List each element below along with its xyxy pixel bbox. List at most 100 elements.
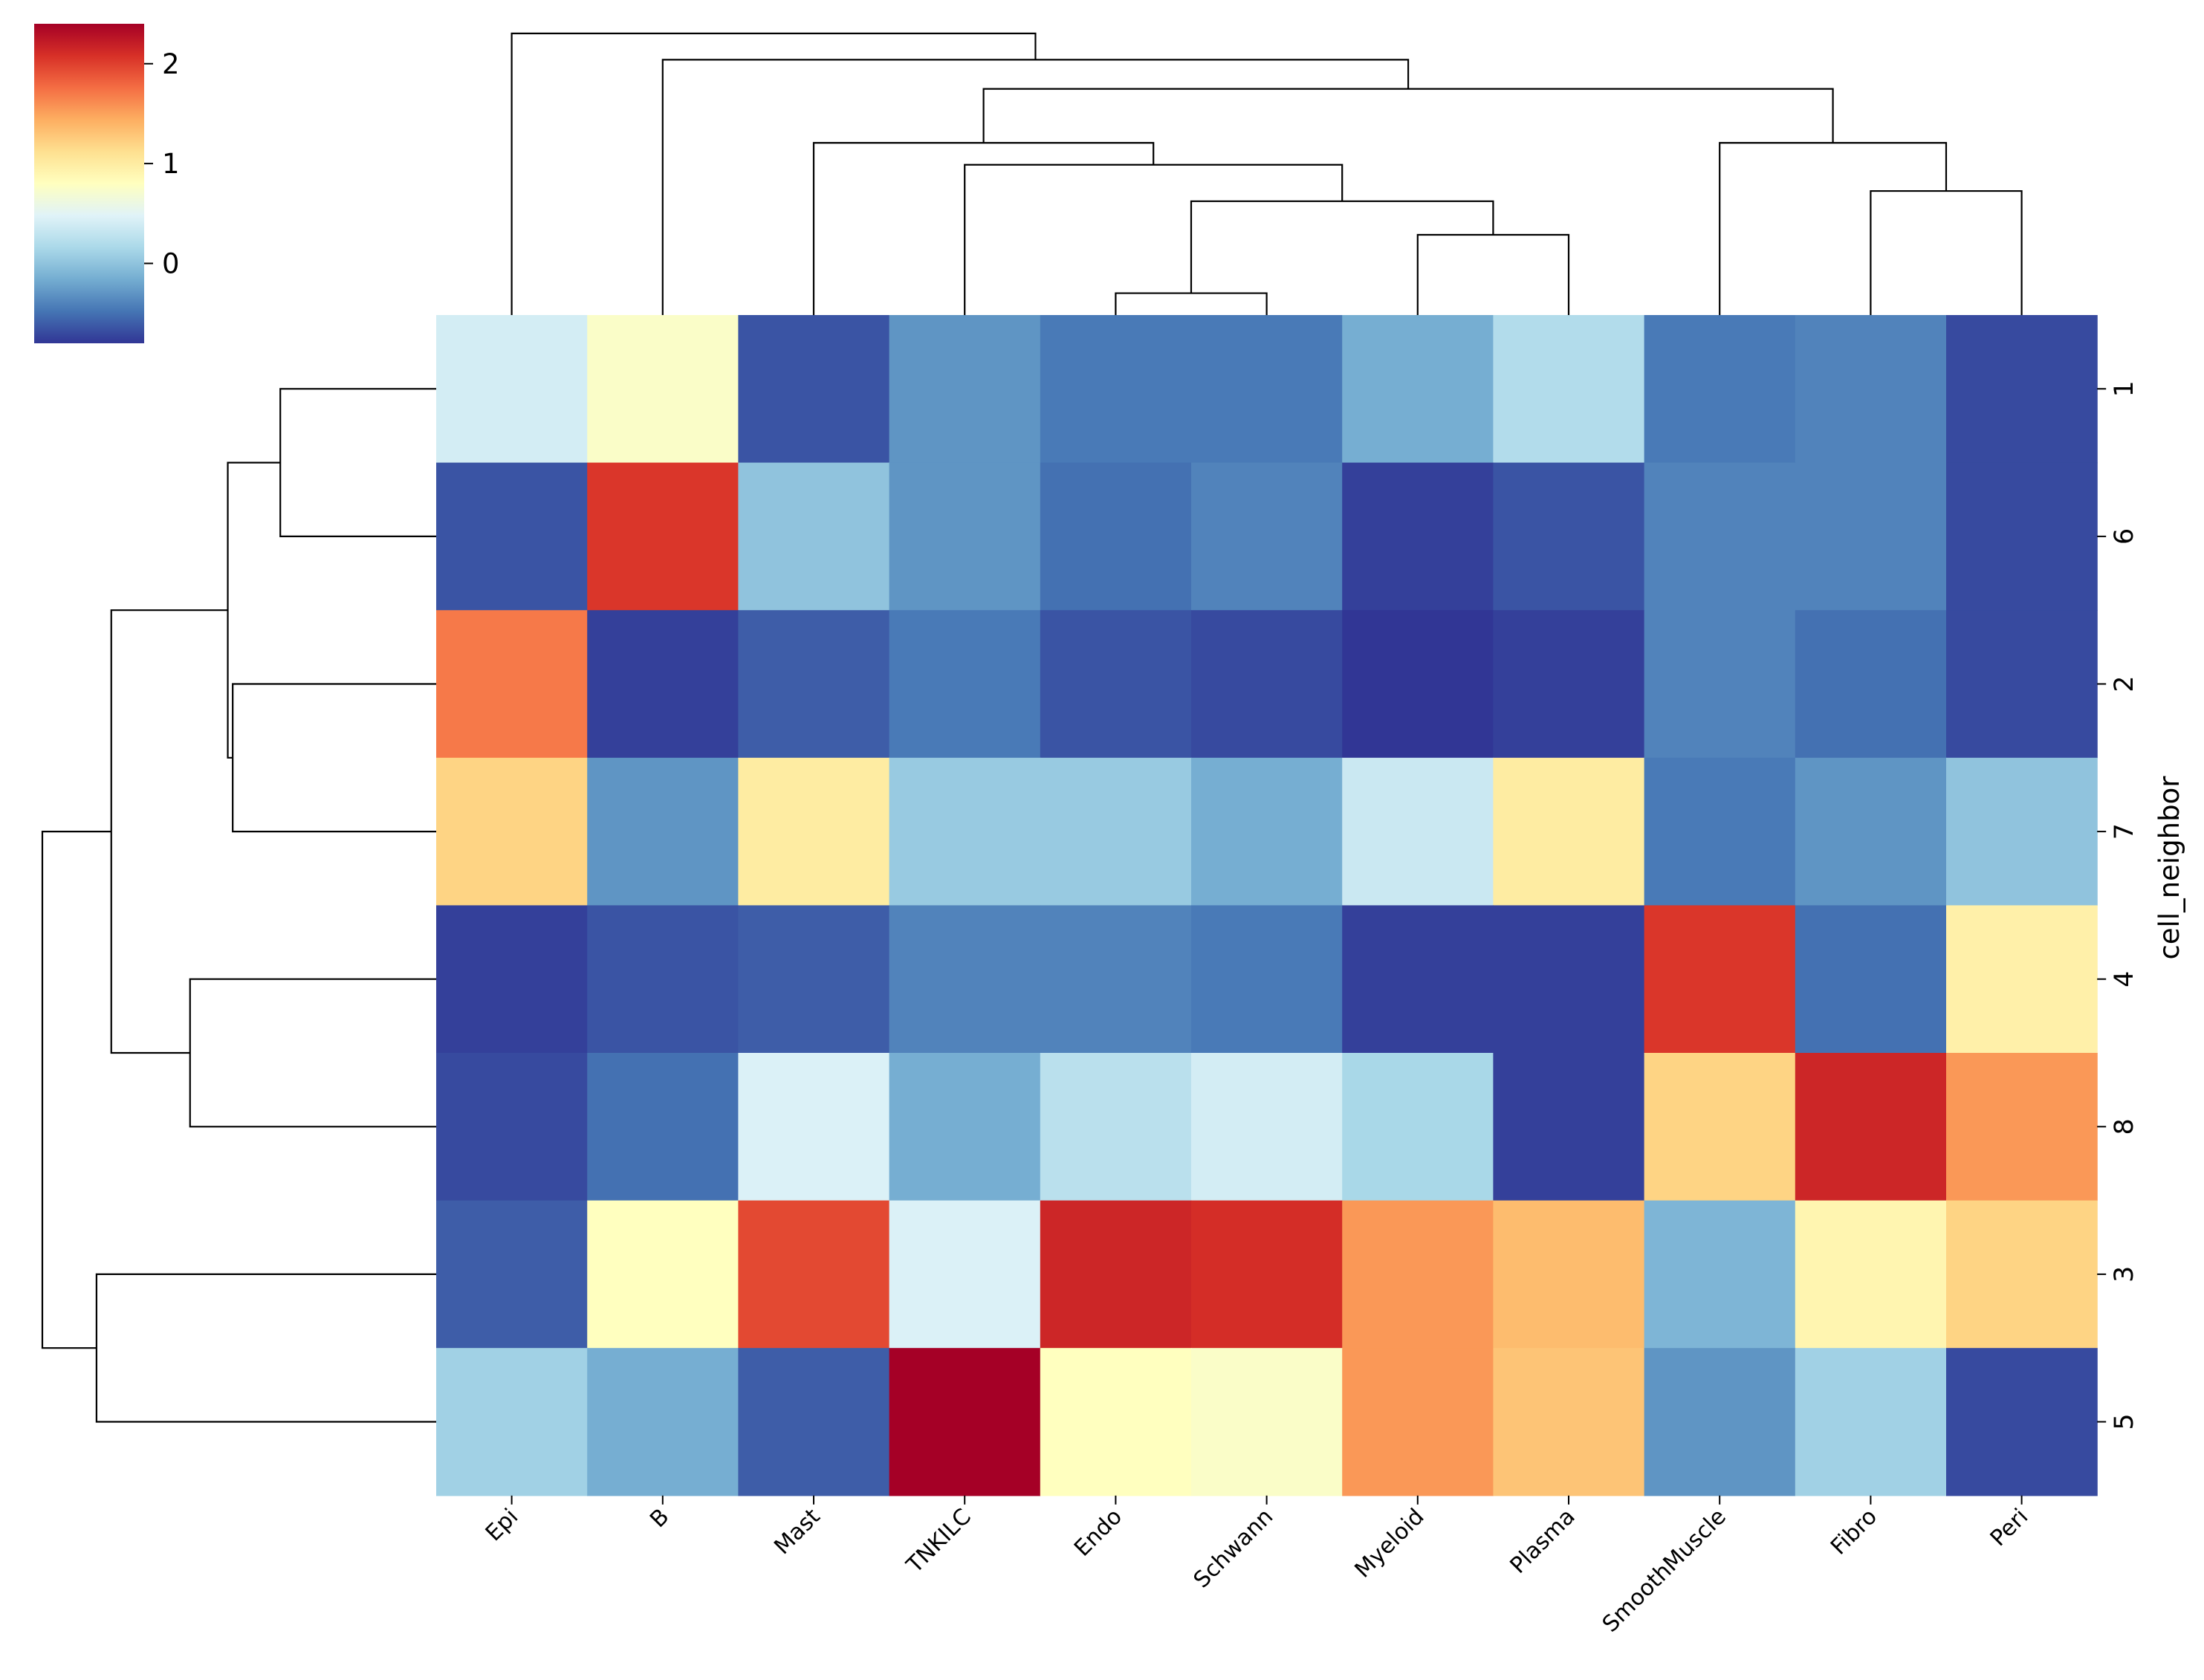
heatmap-cell — [1342, 1053, 1494, 1201]
heatmap-cell — [587, 905, 739, 1054]
row-dendrogram-link — [232, 683, 436, 833]
colorbar-ticks: 0 1 2 — [144, 48, 180, 280]
heatmap-cell — [889, 462, 1041, 611]
heatmap-cell — [738, 757, 890, 906]
heatmap-cell — [1493, 462, 1645, 611]
heatmap-cell — [1493, 610, 1645, 759]
heatmap-cell — [1946, 1348, 2098, 1496]
heatmap-cell — [1191, 1053, 1343, 1201]
heatmap-cell — [738, 1053, 890, 1201]
heatmap-cell — [1946, 462, 2098, 611]
column-dendrogram-link — [982, 88, 1834, 143]
colorbar-tick-label: 1 — [162, 148, 180, 180]
x-tick-label: Endo — [1069, 1504, 1127, 1562]
column-dendrogram-link — [511, 32, 1037, 315]
x-tick-label: Plasma — [1505, 1504, 1581, 1579]
heatmap-cell — [1040, 315, 1192, 464]
column-dendrogram-link — [1416, 233, 1570, 315]
y-tick-label: 6 — [2110, 528, 2139, 545]
y-tick-label: 8 — [2110, 1118, 2139, 1135]
heatmap-cell — [1946, 1200, 2098, 1349]
heatmap-cell — [1040, 757, 1192, 906]
column-dendrogram-link — [661, 59, 1410, 315]
heatmap-cell — [436, 1348, 588, 1496]
heatmap-cell — [1191, 1348, 1343, 1496]
heatmap-cell — [1493, 315, 1645, 464]
y-tick-label: 3 — [2110, 1266, 2139, 1282]
heatmap-cell — [436, 1053, 588, 1201]
heatmap-cell — [889, 905, 1041, 1054]
heatmap-cells — [436, 315, 2098, 1496]
heatmap-cell — [1946, 905, 2098, 1054]
x-tick-label: Peri — [1986, 1504, 2033, 1551]
y-tick-label: 2 — [2110, 675, 2139, 692]
heatmap-cell — [1946, 610, 2098, 759]
x-tick-label: Myeloid — [1350, 1504, 1430, 1583]
heatmap-cell — [1493, 1053, 1645, 1201]
column-dendrogram-link — [812, 142, 1155, 315]
heatmap-cell — [1040, 610, 1192, 759]
heatmap-cell — [1040, 462, 1192, 611]
heatmap-cell — [1342, 1348, 1494, 1496]
x-tick-label: Schwann — [1189, 1504, 1279, 1594]
heatmap-cell — [889, 1053, 1041, 1201]
x-tick-label: Fibro — [1826, 1504, 1882, 1560]
heatmap-cell — [587, 1200, 739, 1349]
column-dendrogram-link — [1719, 142, 1948, 315]
heatmap-cell — [1644, 462, 1796, 611]
heatmap-cell — [738, 462, 890, 611]
row-dendrogram-link — [41, 831, 111, 1349]
heatmap-cell — [1493, 1200, 1645, 1349]
heatmap-cell — [1644, 905, 1796, 1054]
heatmap-cell — [1493, 905, 1645, 1054]
column-dendrogram-link — [1190, 200, 1494, 293]
heatmap-cell — [587, 1053, 739, 1201]
heatmap-cell — [1644, 1348, 1796, 1496]
heatmap-cell — [587, 1348, 739, 1496]
heatmap-cell — [1342, 610, 1494, 759]
row-dendrogram-link — [95, 1273, 436, 1423]
heatmap-cell — [1040, 1348, 1192, 1496]
colorbar: 0 1 2 — [34, 24, 180, 343]
heatmap-cell — [889, 1200, 1041, 1349]
heatmap-cell — [1795, 905, 1947, 1054]
heatmap-cell — [738, 1348, 890, 1496]
y-tick-labels: 1 6 2 7 4 8 3 5 — [2097, 380, 2139, 1430]
heatmap-cell — [889, 757, 1041, 906]
row-dendrogram — [41, 388, 436, 1423]
heatmap-cell — [1946, 757, 2098, 906]
heatmap-cell — [1795, 462, 1947, 611]
row-dendrogram-link — [279, 388, 436, 537]
colorbar-tick-label: 0 — [162, 248, 180, 280]
heatmap-cell — [1040, 1053, 1192, 1201]
colorbar-tick-label: 2 — [162, 48, 180, 80]
colorbar-gradient — [34, 24, 144, 343]
column-dendrogram-link — [1870, 189, 2023, 315]
heatmap-cell — [1493, 1348, 1645, 1496]
heatmap-cell — [1795, 610, 1947, 759]
heatmap-cell — [1946, 1053, 2098, 1201]
heatmap-cell — [1795, 1348, 1947, 1496]
heatmap-cell — [889, 315, 1041, 464]
column-dendrogram-link — [964, 163, 1344, 315]
heatmap-cell — [1946, 315, 2098, 464]
x-tick-labels: Epi B Mast TNKILC Endo Schwann Myeloid Plasma Sm… — [481, 1495, 2033, 1638]
heatmap-cell — [1342, 315, 1494, 464]
heatmap-cell — [587, 315, 739, 464]
heatmap-cell — [436, 315, 588, 464]
heatmap-cell — [1795, 315, 1947, 464]
y-tick-label: 1 — [2110, 380, 2139, 397]
x-tick-label: Epi — [481, 1504, 524, 1547]
heatmap-cell — [1040, 905, 1192, 1054]
heatmap-cell — [1795, 1053, 1947, 1201]
heatmap-cell — [436, 610, 588, 759]
y-tick-label: 5 — [2110, 1413, 2139, 1430]
heatmap-cell — [1644, 1200, 1796, 1349]
heatmap-cell — [1795, 757, 1947, 906]
heatmap-cell — [738, 610, 890, 759]
heatmap-cell — [1342, 905, 1494, 1054]
heatmap-cell — [1191, 905, 1343, 1054]
heatmap-cell — [1644, 1053, 1796, 1201]
x-tick-label: SmoothMuscle — [1598, 1504, 1731, 1638]
